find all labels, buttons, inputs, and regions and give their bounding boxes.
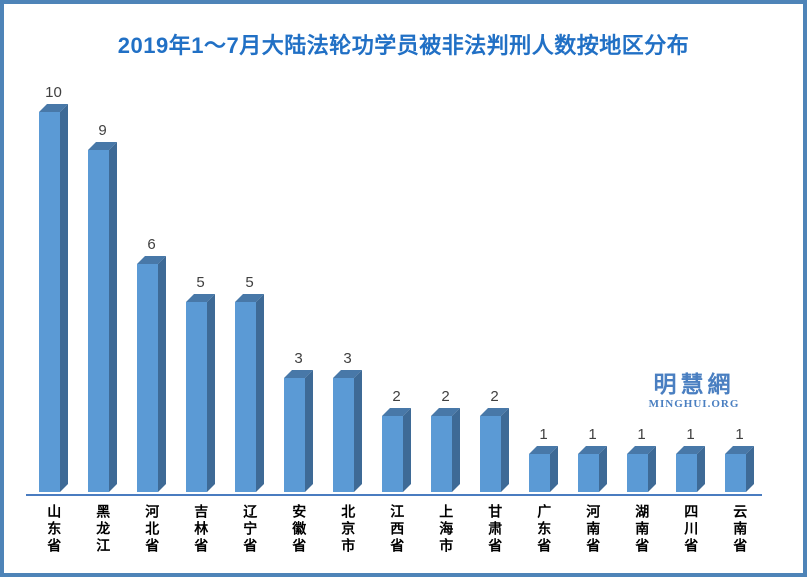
bar [39,104,68,492]
bar-front-face [137,264,158,492]
bar-front-face [186,302,207,492]
bar-side-face [354,370,362,492]
bar-side-face [501,408,509,492]
category-label: 上海市 [438,504,455,555]
category-label: 安徽省 [291,504,308,555]
bar [676,446,705,492]
watermark: 明慧網 MINGHUI.ORG [642,371,746,411]
bar-front-face [725,454,746,492]
category-label: 北京市 [340,504,357,555]
bar-value-label: 3 [343,350,352,367]
bar-front-face [284,378,305,492]
watermark-cjk-text: 明慧網 [653,371,735,397]
bar-front-face [529,454,550,492]
category-label: 黑龙江 [95,504,112,555]
bar-side-face [648,446,656,492]
bar [382,408,411,492]
bar [88,142,117,492]
bar-value-label: 9 [98,122,107,139]
bar-side-face [550,446,558,492]
bar [186,294,215,492]
category-label: 江西省 [389,504,406,555]
plot-area: 10 9 6 5 5 3 3 2 2 2 1 1 1 1 1 山东省 黑龙江 河北省 吉林省 辽宁省 安徽省 北京市 江西… [4,4,803,573]
bar-front-face [382,416,403,492]
x-axis-line [26,494,762,496]
bar [578,446,607,492]
bar [235,294,264,492]
bar [137,256,166,492]
bar-front-face [39,112,60,492]
bar [725,446,754,492]
bar-side-face [452,408,460,492]
bar [333,370,362,492]
category-label: 四川省 [683,504,700,555]
bar-value-label: 1 [588,426,597,443]
bar-value-label: 1 [539,426,548,443]
category-label: 广东省 [536,504,553,555]
bar-value-label: 2 [441,388,450,405]
bar-front-face [627,454,648,492]
bar-side-face [158,256,166,492]
bar-value-label: 3 [294,350,303,367]
category-label: 吉林省 [193,504,210,555]
bar-value-label: 10 [45,84,62,101]
category-label: 河南省 [585,504,602,555]
bar [627,446,656,492]
bar-side-face [599,446,607,492]
bar-value-label: 5 [245,274,254,291]
bar-front-face [578,454,599,492]
category-label: 山东省 [46,504,63,555]
chart-title: 2019年1～7月大陆法轮功学员被非法判刑人数按地区分布 [117,33,690,58]
bar-side-face [207,294,215,492]
bar-value-label: 6 [147,236,156,253]
bar-value-label: 2 [392,388,401,405]
bar-side-face [60,104,68,492]
bar-side-face [256,294,264,492]
bar-value-label: 1 [686,426,695,443]
bar-front-face [88,150,109,492]
bar-front-face [676,454,697,492]
bar [480,408,509,492]
bar-front-face [480,416,501,492]
category-label: 河北省 [144,504,161,555]
bar-front-face [235,302,256,492]
category-label: 辽宁省 [242,504,259,555]
bar-value-label: 1 [637,426,646,443]
bar-side-face [305,370,313,492]
bar [529,446,558,492]
bar-side-face [746,446,754,492]
category-label: 湖南省 [634,504,651,555]
bar-value-label: 1 [735,426,744,443]
bar [284,370,313,492]
watermark-latin-text: MINGHUI.ORG [648,398,740,411]
category-label: 云南省 [732,504,749,555]
category-label: 甘肃省 [487,504,504,555]
bar-side-face [403,408,411,492]
bar-front-face [431,416,452,492]
bar-front-face [333,378,354,492]
bar [431,408,460,492]
bar-side-face [697,446,705,492]
bar-value-label: 2 [490,388,499,405]
bar-value-label: 5 [196,274,205,291]
bar-side-face [109,142,117,492]
